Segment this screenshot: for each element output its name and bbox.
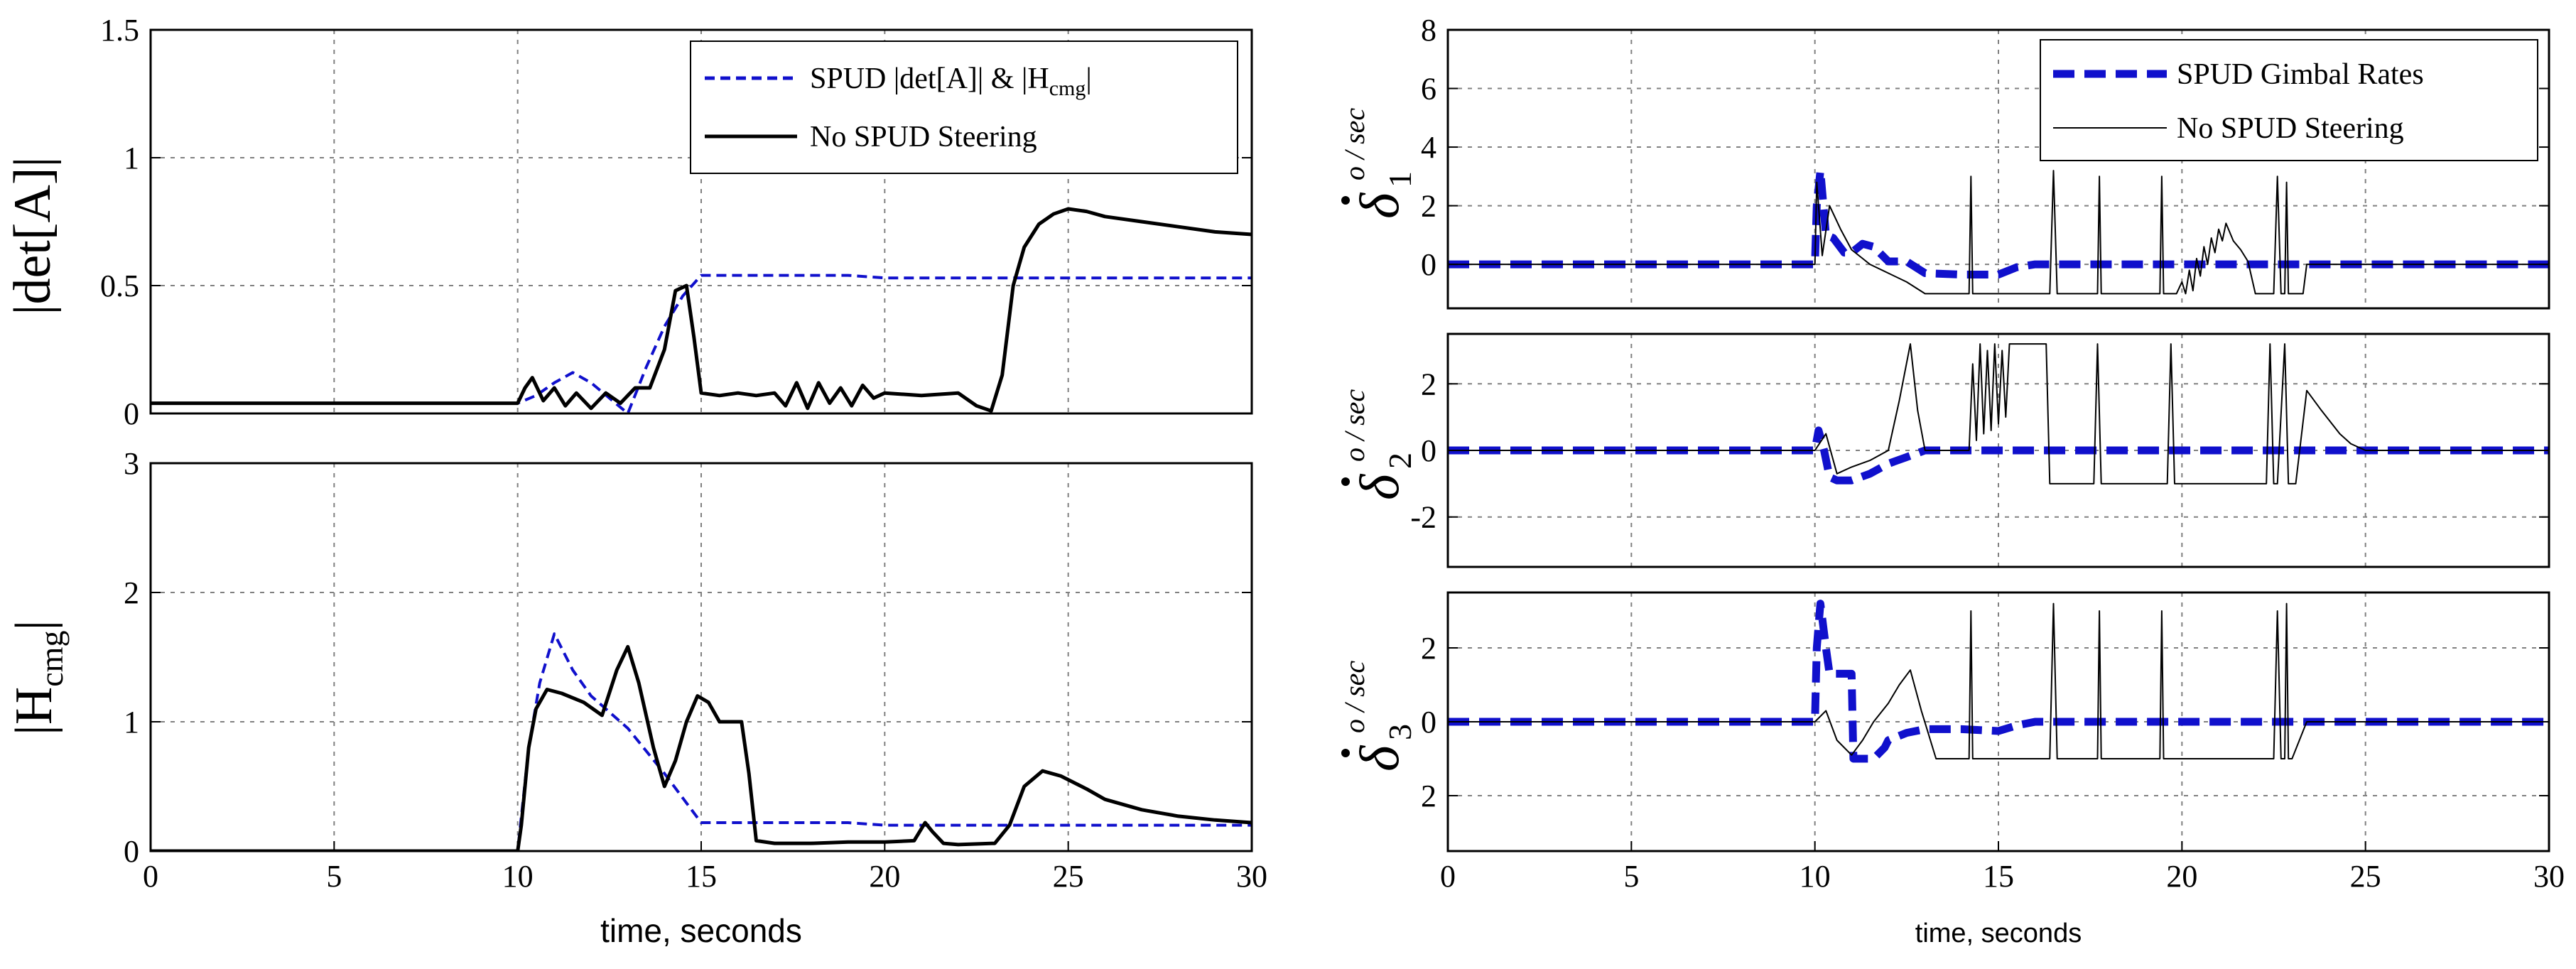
series-group [151,632,1252,851]
legend-label-spud: SPUD |det[A]| & |Hcmg| [810,63,1092,100]
x-tick-label: 15 [686,859,717,894]
ylabel-delta: δ [1348,745,1410,772]
series-group [1448,343,2549,484]
y-axis-label: δ 1 o / sec [1338,108,1418,219]
series-line-no-spud [1448,343,2549,484]
legend-box [2040,39,2538,161]
x-tick-label: 0 [143,859,158,894]
y-tick-label: 2 [1421,189,1436,224]
y-tick-label: 0.5 [100,269,139,303]
x-tick-label: 25 [1053,859,1084,894]
y-tick-label: 0 [1421,247,1436,282]
ylabel-sub: 1 [1382,171,1418,188]
series-line-spud [151,632,1252,851]
x-tick-label: 10 [502,859,534,894]
series-group [1448,600,2549,763]
y-tick-label: -2 [1410,500,1436,535]
y-tick-label: 2 [1421,367,1436,401]
y-axis-label: δ 2 o / sec [1338,389,1418,500]
series-line-no-spud [1448,602,2549,759]
series-line-spud [1448,600,2549,763]
y-tick-label: 0 [1421,705,1436,740]
x-tick-label: 10 [1800,859,1831,894]
y-tick-label: 3 [124,446,139,481]
ylabel-sub: 3 [1382,724,1418,740]
y-tick-label: 1 [124,705,139,740]
x-tick-label: 5 [1623,859,1639,894]
series-group [1448,166,2549,295]
legend-label-spud: SPUD Gimbal Rates [2177,58,2424,91]
legend-label-nospud: No SPUD Steering [810,121,1037,153]
y-tick-label: 0 [124,396,139,431]
y-axis-label: |Hcmg| [5,620,70,735]
ylabel-sup: o / sec [1338,661,1370,733]
x-tick-label: 15 [1983,859,2014,894]
series-group [151,207,1252,413]
y-tick-label: 1 [124,141,139,175]
y-tick-label: 0 [124,834,139,869]
x-tick-label: 25 [2350,859,2381,894]
series-line-no-spud [151,644,1252,851]
y-tick-label: 2 [1421,631,1436,666]
ylabel-sub: 2 [1382,453,1418,469]
series-line-spud [1448,166,2549,278]
ylabel-sup: o / sec [1338,389,1370,462]
y-tick-label: 1.5 [100,13,139,48]
panel-d1: 0 2 4 6 8 δ 1 o / sec SPUD Gimbal Rates No SPUD S… [1338,13,2550,310]
ylabel-delta: δ [1348,192,1410,219]
legend-part-end: | [1086,63,1091,95]
ylabel-main: |H [5,687,63,735]
y-tick-label: 2 [1421,779,1436,813]
x-tick-label: 20 [869,859,900,894]
series-line-no-spud [151,207,1252,413]
ylabel-sub: cmg [33,631,70,687]
y-tick-label: 0 [1421,433,1436,468]
y-tick-label: 4 [1421,130,1436,165]
ylabel-dot [1341,749,1350,757]
y-tick-label: 6 [1421,72,1436,107]
plot-frame [149,28,1253,415]
y-tick-label: 2 [124,575,139,610]
y-axis-label: δ 3 o / sec [1338,661,1418,772]
ylabel-end: | [5,620,63,631]
x-tick-label: 20 [2166,859,2197,894]
series-line-no-spud [1448,170,2549,295]
legend-box [690,40,1238,174]
plot-area [151,463,1252,851]
legend-part: SPUD |det[A]| & |H [810,63,1049,95]
x-axis-label: time, seconds [600,912,802,949]
panel-det: 0 0.5 1 1.5 |det[A]| SPUD |det[A]| & |Hcmg| No… [4,13,1253,431]
y-axis-label: |det[A]| [4,157,62,315]
ylabel-dot [1341,477,1350,486]
legend-label-nospud: No SPUD Steering [2177,112,2404,145]
x-tick-label: 30 [2533,859,2565,894]
legend-part-sub: cmg [1049,77,1086,100]
series-line-spud [151,274,1252,413]
ylabel-dot [1341,196,1350,205]
y-tick-label: 8 [1421,13,1436,48]
x-tick-label: 5 [326,859,342,894]
x-tick-label: 0 [1440,859,1456,894]
ylabel-delta: δ [1348,473,1410,500]
x-axis-label: time, seconds [1915,919,2082,948]
x-tick-label: 30 [1236,859,1267,894]
plot-frame [1446,28,2550,310]
ylabel-sup: o / sec [1338,108,1370,180]
